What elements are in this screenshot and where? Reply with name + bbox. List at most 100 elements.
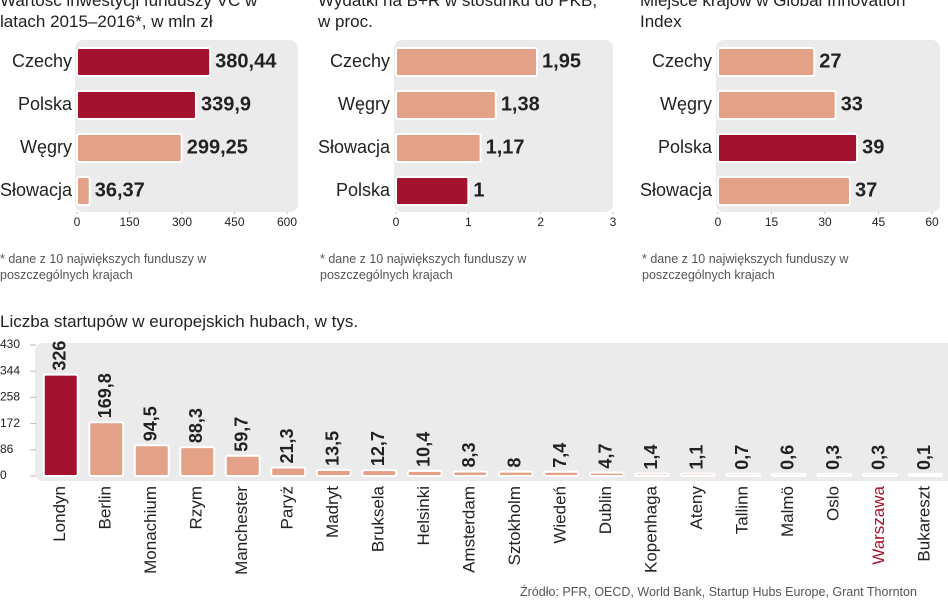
value-label: 169,8 <box>95 373 115 418</box>
value-label: 0,1 <box>914 445 934 470</box>
x-tick-label: 300 <box>172 215 192 229</box>
bar <box>717 176 851 206</box>
bar <box>76 176 91 206</box>
category-label: Słowacja <box>0 180 73 200</box>
x-tick-label: 2 <box>537 215 544 229</box>
value-label: 13,5 <box>323 431 343 466</box>
x-tick-label: 1 <box>465 215 472 229</box>
y-tick-label: 172 <box>0 416 20 430</box>
bar <box>717 47 816 77</box>
panel <box>75 40 298 212</box>
category-label: Czechy <box>12 51 72 71</box>
bar <box>406 469 443 478</box>
value-label: 10,4 <box>414 432 434 467</box>
bar <box>452 470 489 478</box>
category-label: Helsinki <box>414 486 433 546</box>
x-tick-label: 3 <box>610 215 617 229</box>
category-label: Czechy <box>330 51 390 71</box>
bar <box>717 133 859 163</box>
category-label: Malmö <box>778 486 797 537</box>
value-label: 39 <box>862 136 884 158</box>
x-tick-label: 15 <box>765 215 779 229</box>
category-label: Rzym <box>187 486 206 529</box>
category-label: Polska <box>336 180 391 200</box>
footnote: * dane z 10 największych funduszy w posz… <box>642 252 849 282</box>
category-label: Madryt <box>323 486 342 538</box>
category-label: Węgry <box>20 137 72 157</box>
bar <box>133 444 170 478</box>
category-label: Węgry <box>660 94 712 114</box>
category-label: Polska <box>658 137 713 157</box>
bar <box>395 90 497 120</box>
bar <box>816 472 853 477</box>
category-label: Polska <box>18 94 73 114</box>
value-label: 1,95 <box>542 50 581 72</box>
category-label: Słowacja <box>640 180 713 200</box>
value-label: 27 <box>819 50 841 72</box>
x-tick-label: 0 <box>393 215 400 229</box>
x-tick-label: 60 <box>925 215 939 229</box>
x-tick-label: 0 <box>74 215 81 229</box>
y-tick-label: 86 <box>0 442 14 456</box>
chart-title: Miejsce krajów w Global Innovation Index <box>640 0 906 31</box>
category-label: Bukareszt <box>915 486 934 562</box>
bar <box>395 133 482 163</box>
category-label: Monachium <box>141 486 160 574</box>
y-tick-label: 344 <box>0 363 20 377</box>
value-label: 37 <box>855 179 877 201</box>
value-label: 380,44 <box>215 50 277 72</box>
bar <box>179 446 216 478</box>
value-label: 1,38 <box>501 93 540 115</box>
bar <box>42 373 79 477</box>
value-label: 7,4 <box>550 443 570 468</box>
bar <box>395 47 539 77</box>
category-label: Tallinn <box>733 486 752 534</box>
value-label: 339,9 <box>201 93 251 115</box>
value-label: 4,7 <box>596 444 616 469</box>
value-label: 59,7 <box>232 417 252 452</box>
category-label: Paryż <box>278 486 297 529</box>
category-label: Ateny <box>687 486 706 530</box>
bar <box>224 454 261 477</box>
bar <box>497 470 534 478</box>
bar <box>634 472 671 477</box>
x-tick-label: 150 <box>119 215 139 229</box>
value-label: 0,3 <box>823 445 843 470</box>
value-label: 1,4 <box>641 445 661 470</box>
bar <box>543 470 580 477</box>
value-label: 8 <box>505 458 525 468</box>
bar <box>717 90 837 120</box>
value-label: 12,7 <box>368 431 388 466</box>
category-label: Kopenhaga <box>642 485 661 573</box>
x-tick-label: 45 <box>872 215 886 229</box>
x-tick-label: 30 <box>818 215 832 229</box>
value-label: 0,3 <box>869 445 889 470</box>
y-tick-label: 430 <box>0 337 20 351</box>
category-label: Amsterdam <box>460 486 479 573</box>
bar <box>88 421 125 477</box>
chart-title: Wartość inwestycji funduszy VC w latach … <box>0 0 258 31</box>
category-label: Oslo <box>824 486 843 521</box>
category-label: Manchester <box>232 486 251 575</box>
value-label: 0,7 <box>732 445 752 470</box>
value-label: 1,1 <box>687 445 707 470</box>
panel <box>716 40 940 212</box>
chart-title: Wydatki na B+R w stosunku do PKB, w proc… <box>318 0 598 31</box>
footnote: * dane z 10 największych funduszy w posz… <box>0 252 207 282</box>
category-label: Londyn <box>50 486 69 542</box>
category-label: Dublin <box>596 486 615 534</box>
bar <box>270 466 307 477</box>
x-tick-label: 450 <box>224 215 244 229</box>
value-label: 88,3 <box>186 408 206 443</box>
category-label: Węgry <box>338 94 390 114</box>
bar <box>907 472 944 478</box>
panel <box>35 343 948 481</box>
category-label: Warszawa <box>869 485 888 564</box>
x-tick-label: 0 <box>715 215 722 229</box>
value-label: 21,3 <box>277 428 297 463</box>
y-tick-label: 0 <box>0 468 7 482</box>
value-label: 326 <box>50 341 70 371</box>
bar <box>76 90 197 120</box>
